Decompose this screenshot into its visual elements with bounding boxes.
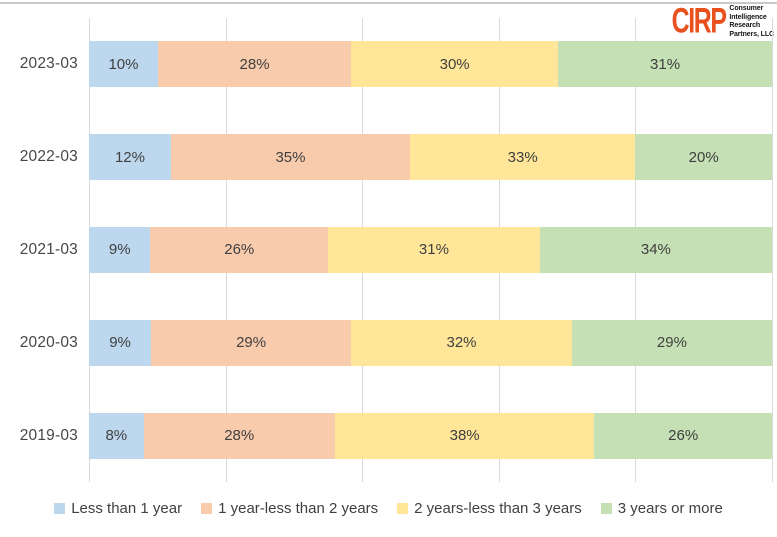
bar-segment: 38% (334, 412, 595, 459)
bar-segment: 12% (89, 134, 171, 181)
cirp-logo: CIRP Consumer Intelligence Research Part… (667, 1, 775, 41)
stacked-bar: 8% 28% 38% 26% (89, 412, 772, 459)
bar-segment: 30% (351, 41, 559, 88)
category-label: 2019-03 (19, 426, 78, 444)
legend-label: 2 years-less than 3 years (414, 500, 582, 517)
bar-segment: 29% (151, 319, 352, 366)
stacked-bar: 12% 35% 33% 20% (89, 134, 772, 181)
data-label: 31% (418, 241, 449, 259)
plot-area: 10% 28% 30% 31% 12% 35% 33% 20% 9% 26% 31% 34% 9% 29%… (89, 18, 772, 482)
data-label: 20% (688, 148, 719, 166)
bar-segment: 28% (157, 41, 352, 88)
bar-segment: 20% (635, 134, 772, 181)
logo-org-line: Partners, LLC (729, 30, 774, 38)
stacked-bar: 10% 28% 30% 31% (89, 41, 772, 88)
bar-segment: 34% (539, 226, 772, 273)
bar-segment: 9% (89, 226, 151, 273)
data-label: 28% (239, 55, 270, 73)
bar-row: 9% 26% 31% 34% (89, 204, 772, 297)
data-label: 29% (656, 334, 687, 352)
data-label: 9% (109, 334, 131, 352)
legend-item: Less than 1 year (54, 500, 182, 517)
bar-segment: 29% (571, 319, 772, 366)
data-label: 33% (507, 148, 538, 166)
data-label: 30% (439, 55, 470, 73)
bar-segment: 10% (89, 41, 158, 88)
legend-label: Less than 1 year (71, 500, 183, 517)
bar-segment: 33% (410, 134, 636, 181)
logo-org-line: Research (729, 22, 761, 30)
bar-segment: 9% (89, 319, 152, 366)
category-label: 2021-03 (19, 240, 78, 258)
legend-swatch (600, 503, 612, 514)
y-axis-labels: 2023-03 2022-03 2021-03 2020-03 2019-03 (0, 18, 78, 482)
legend-swatch (201, 503, 213, 514)
legend-label: 1 year-less than 2 years (218, 500, 379, 517)
bar-segment: 8% (89, 412, 144, 459)
stacked-bar: 9% 26% 31% 34% (89, 226, 772, 273)
data-label: 8% (105, 427, 128, 445)
data-label: 10% (108, 55, 139, 73)
top-border-line (0, 2, 777, 4)
bar-row: 8% 28% 38% 26% (89, 389, 772, 482)
data-label: 38% (449, 427, 480, 445)
cirp-logo-org-name: Consumer Intelligence Research Partners,… (729, 4, 774, 39)
data-label: 26% (668, 427, 699, 445)
legend-item: 2 years-less than 3 years (397, 500, 582, 517)
legend-label: 3 years or more (617, 500, 723, 517)
legend-swatch (397, 503, 409, 514)
legend: Less than 1 year 1 year-less than 2 year… (0, 500, 777, 517)
category-label: 2020-03 (19, 333, 78, 351)
bar-row: 9% 29% 32% 29% (89, 296, 772, 389)
legend-item: 3 years or more (600, 500, 723, 517)
data-label: 34% (640, 241, 671, 259)
data-label: 9% (108, 241, 131, 259)
bar-segment: 31% (558, 41, 772, 88)
data-label: 28% (224, 427, 255, 445)
category-label: 2023-03 (19, 55, 78, 73)
bar-segment: 26% (150, 226, 329, 273)
bar-segment: 31% (328, 226, 540, 273)
legend-item: 1 year-less than 2 years (201, 500, 378, 517)
category-label: 2022-03 (19, 148, 78, 166)
data-label: 29% (236, 334, 267, 352)
bar-segment: 35% (170, 134, 410, 181)
legend-swatch (54, 503, 66, 514)
data-label: 26% (224, 241, 255, 259)
stacked-bar: 9% 29% 32% 29% (89, 319, 772, 366)
bar-segment: 26% (594, 412, 772, 459)
gridline (772, 18, 773, 482)
data-label: 35% (275, 148, 306, 166)
bar-row: 10% 28% 30% 31% (89, 18, 772, 111)
data-label: 12% (114, 148, 145, 166)
logo-org-line: Consumer (729, 5, 764, 12)
bar-segment: 28% (143, 412, 335, 459)
data-label: 32% (446, 334, 477, 352)
logo-org-line: Intelligence (729, 13, 767, 21)
cirp-logo-wordmark: CIRP (671, 1, 727, 41)
bar-segment: 32% (351, 319, 572, 366)
bar-row: 12% 35% 33% 20% (89, 111, 772, 204)
data-label: 31% (650, 55, 681, 73)
